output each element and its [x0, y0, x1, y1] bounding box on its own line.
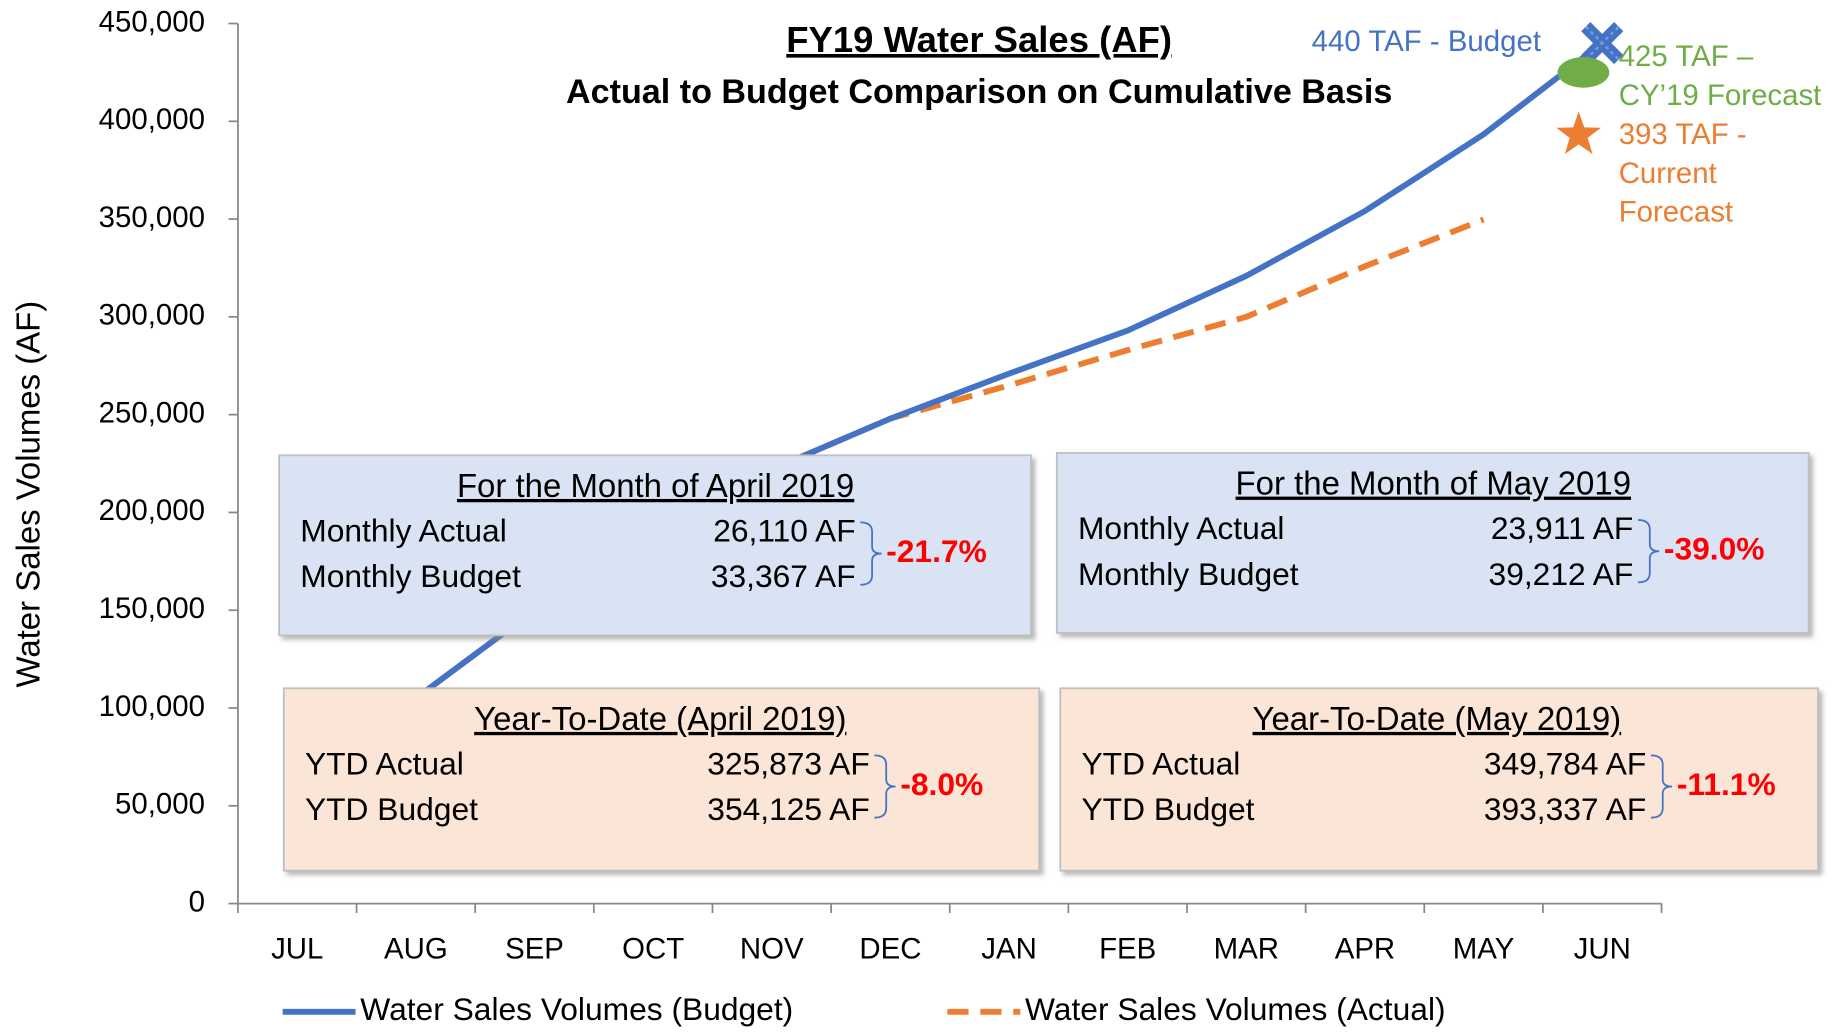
panel-label: YTD Budget [1082, 791, 1255, 827]
panel-value: 354,125 AF [707, 791, 869, 827]
panel-change: -11.1% [1677, 766, 1776, 802]
annotation-text: 440 TAF - Budget [1312, 25, 1541, 58]
panel-value: 26,110 AF [713, 512, 855, 548]
annotation-marker [1556, 111, 1602, 155]
panel-value: 33,367 AF [711, 558, 856, 594]
y-tick-label: 150,000 [99, 592, 205, 625]
panel-title: Year-To-Date (May 2019) [1253, 700, 1622, 737]
y-tick-label: 450,000 [99, 5, 205, 38]
x-tick-label: APR [1335, 932, 1395, 965]
annotation-text: Forecast [1619, 196, 1733, 229]
x-tick-label: MAR [1214, 932, 1279, 965]
panel [1055, 452, 1810, 634]
x-tick-label: NOV [740, 932, 804, 965]
x-tick-label: JUL [271, 932, 323, 965]
x-tick-label: DEC [859, 932, 921, 965]
panel [1059, 687, 1819, 872]
chart-subtitle: Actual to Budget Comparison on Cumulativ… [566, 73, 1392, 111]
panel-change: -8.0% [900, 766, 983, 802]
x-tick-label: JUN [1574, 932, 1631, 965]
panel-label: Monthly Budget [300, 558, 521, 594]
y-axis-label: Water Sales Volumes (AF) [10, 301, 47, 688]
annotation-text: Current [1619, 157, 1717, 190]
panel-value: 349,784 AF [1484, 745, 1646, 781]
x-tick-label: FEB [1099, 932, 1156, 965]
panel-label: Monthly Actual [1078, 510, 1284, 546]
panel-value: 39,212 AF [1489, 556, 1634, 592]
y-tick-label: 300,000 [99, 299, 205, 332]
x-tick-label: MAY [1453, 932, 1515, 965]
panel-change: -39.0% [1664, 531, 1765, 567]
panel-label: Monthly Budget [1078, 556, 1299, 592]
y-tick-label: 400,000 [99, 103, 205, 136]
brace [874, 754, 896, 819]
annotation-text: 425 TAF – [1619, 40, 1754, 73]
annotation-marker [1581, 22, 1624, 65]
annotation-text: CY’19 Forecast [1619, 79, 1822, 112]
annotation-marker [1557, 57, 1610, 88]
panel-value: 23,911 AF [1491, 510, 1633, 546]
panel-value: 325,873 AF [707, 745, 869, 781]
chart-title: FY19 Water Sales (AF) [786, 19, 1172, 60]
y-tick-label: 0 [189, 885, 205, 918]
x-inner [1584, 25, 1620, 61]
y-tick-label: 200,000 [99, 494, 205, 527]
x-tick-label: OCT [622, 932, 684, 965]
panel-label: Monthly Actual [300, 512, 506, 548]
panel [278, 454, 1032, 637]
annotation-text: 393 TAF - [1619, 118, 1747, 151]
y-tick-label: 350,000 [99, 201, 205, 234]
y-tick-label: 50,000 [115, 788, 205, 821]
panel-title: Year-To-Date (April 2019) [474, 700, 846, 737]
legend-label: Water Sales Volumes (Budget) [360, 991, 793, 1027]
panel-change: -21.7% [886, 533, 987, 569]
brace [860, 521, 882, 586]
y-tick-label: 250,000 [99, 396, 205, 429]
x-tick-label: SEP [505, 932, 564, 965]
panel-label: YTD Budget [305, 791, 478, 827]
panel [282, 687, 1041, 872]
panel-label: YTD Actual [305, 745, 464, 781]
panel-value: 393,337 AF [1484, 791, 1646, 827]
brace [1637, 519, 1660, 584]
panel-title: For the Month of April 2019 [457, 467, 854, 504]
x-tick-label: JAN [981, 932, 1037, 965]
legend-label: Water Sales Volumes (Actual) [1025, 991, 1446, 1027]
brace [1650, 754, 1673, 819]
panel-title: For the Month of May 2019 [1236, 465, 1631, 502]
x-tick-label: AUG [384, 932, 448, 965]
panel-label: YTD Actual [1082, 745, 1241, 781]
y-tick-label: 100,000 [99, 690, 205, 723]
